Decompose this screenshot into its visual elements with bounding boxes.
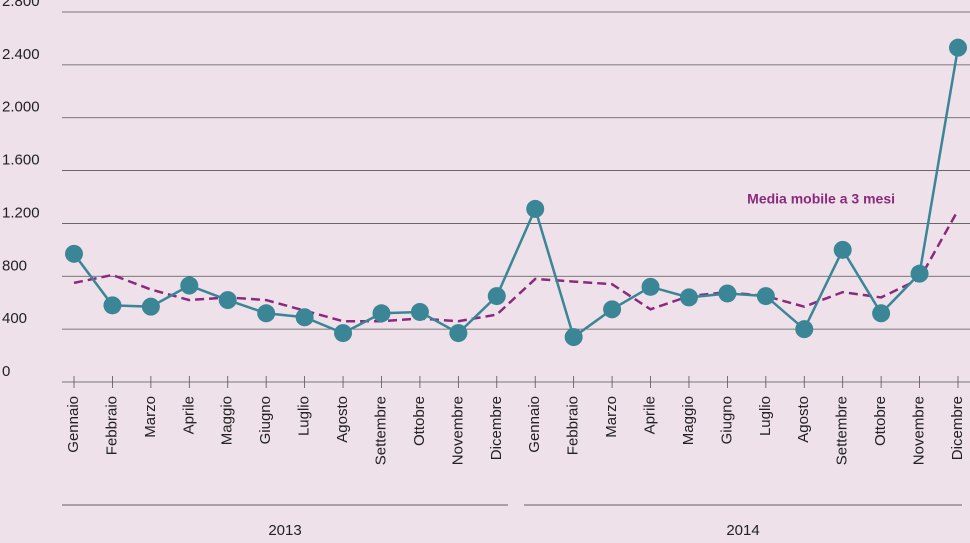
x-tick-label: Luglio xyxy=(296,396,313,436)
point xyxy=(833,240,852,259)
x-tick-label: Agosto xyxy=(795,396,812,443)
y-tick-label: 2.000 xyxy=(2,99,40,116)
x-tick-label: Gennaio xyxy=(526,396,543,453)
point xyxy=(795,320,814,339)
y-tick-label: 2.800 xyxy=(2,0,40,10)
point xyxy=(526,199,545,218)
point xyxy=(756,287,775,306)
x-tick-label: Agosto xyxy=(334,396,351,443)
point xyxy=(218,291,237,310)
x-tick-label: Marzo xyxy=(603,396,620,438)
point xyxy=(487,287,506,306)
point xyxy=(141,297,160,316)
y-tick-label: 2.400 xyxy=(2,46,40,63)
point xyxy=(564,328,583,347)
x-tick-label: Giugno xyxy=(718,396,735,444)
point xyxy=(257,304,276,323)
y-tick-label: 1.200 xyxy=(2,204,40,221)
point xyxy=(718,284,737,303)
point xyxy=(372,304,391,323)
point xyxy=(65,244,83,263)
y-tick-label: 1.600 xyxy=(2,152,40,169)
x-tick-label: Luglio xyxy=(757,396,774,436)
point xyxy=(641,277,660,296)
x-tick-label: Marzo xyxy=(142,396,159,438)
point xyxy=(949,38,967,57)
y-tick-label: 400 xyxy=(2,310,27,327)
x-tick-label: Dicembre xyxy=(488,396,505,460)
point xyxy=(295,308,314,327)
point xyxy=(603,300,622,319)
x-tick-label: Maggio xyxy=(680,396,697,445)
x-tick-label: Giugno xyxy=(257,396,274,444)
x-tick-label: Febbraio xyxy=(565,396,582,455)
x-tick-label: Aprile xyxy=(641,396,658,434)
group-label: 2013 xyxy=(268,522,301,539)
point xyxy=(449,324,468,343)
point xyxy=(910,264,929,283)
point xyxy=(180,276,199,295)
x-tick-label: Gennaio xyxy=(65,396,82,453)
x-tick-label: Aprile xyxy=(180,396,197,434)
point xyxy=(679,288,698,307)
x-tick-label: Dicembre xyxy=(949,396,966,460)
group-label: 2014 xyxy=(726,522,759,539)
series-line xyxy=(73,209,960,323)
x-tick-label: Ottobre xyxy=(411,396,428,446)
y-tick-label: 800 xyxy=(2,257,27,274)
x-tick-label: Febbraio xyxy=(103,396,120,455)
y-tick-label: 0 xyxy=(2,363,10,380)
x-tick-label: Settembre xyxy=(834,396,851,465)
x-tick-label: Maggio xyxy=(219,396,236,445)
series-label: Media mobile a 3 mesi xyxy=(747,191,895,207)
x-tick-label: Novembre xyxy=(449,396,466,465)
point xyxy=(334,324,353,343)
x-tick-label: Ottobre xyxy=(872,396,889,446)
point xyxy=(872,304,891,323)
point xyxy=(103,296,122,315)
x-tick-label: Novembre xyxy=(911,396,928,465)
x-tick-label: Settembre xyxy=(372,396,389,465)
point xyxy=(410,302,429,321)
